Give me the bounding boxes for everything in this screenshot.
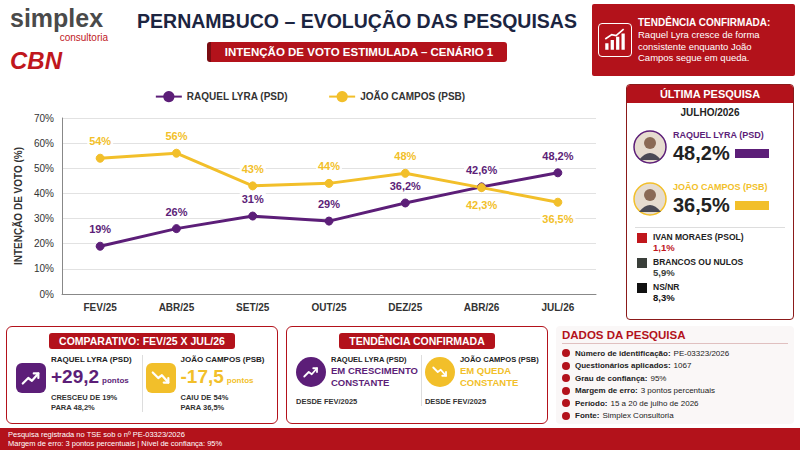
html-text:Margem de erro: 3 pontos perce: Margem de erro: 3 pontos percentuais: [575, 386, 715, 396]
html-text:INTENÇÃO DE VOTO ESTIMULADA –: INTENÇÃO DE VOTO ESTIMULADA – CENÁRIO 1: [224, 46, 494, 58]
svg-text:60%: 60%: [34, 138, 54, 149]
svg-text:FEV/25: FEV/25: [83, 302, 117, 313]
svg-text:50%: 50%: [34, 163, 54, 174]
html-text:DESDE FEV/2025: DESDE FEV/2025: [424, 397, 487, 406]
html-text:EM CRESCIMENTO: EM CRESCIMENTO: [331, 365, 418, 376]
html-text:JOÃO CAMPOS (PSB): JOÃO CAMPOS (PSB): [180, 355, 265, 364]
html-text:Margem de erro: 3 pontos perce: Margem de erro: 3 pontos percentuais | N…: [8, 439, 223, 448]
svg-text:42,3%: 42,3%: [466, 199, 497, 211]
svg-text:ABR/25: ABR/25: [159, 302, 195, 313]
html-text:TENDÊNCIA CONFIRMADA: TENDÊNCIA CONFIRMADA: [349, 335, 485, 347]
html-text:JULHO/2026: JULHO/2026: [680, 107, 740, 118]
html-text:CONSTANTE: CONSTANTE: [459, 377, 519, 388]
html-text:PERNAMBUCO – EVOLUÇÃO DAS PESQ: PERNAMBUCO – EVOLUÇÃO DAS PESQUISAS: [137, 10, 577, 32]
html-text:PARA 36,5%: PARA 36,5%: [180, 402, 225, 412]
html-text:1,1%: 1,1%: [653, 242, 675, 253]
html-text:Período: 15 a 20 de julho de 2: Período: 15 a 20 de julho de 2026: [575, 398, 699, 408]
svg-text:48%: 48%: [394, 150, 416, 162]
svg-text:JOÃO CAMPOS (PSB): JOÃO CAMPOS (PSB): [360, 90, 465, 102]
svg-text:40%: 40%: [34, 188, 54, 199]
html-text:Pesquisa registrada no TSE sob: Pesquisa registrada no TSE sob o nº PE-0…: [8, 430, 185, 439]
html-text:RAQUEL LYRA (PSD): RAQUEL LYRA (PSD): [331, 355, 407, 364]
html-text:CAIU DE 54%: CAIU DE 54%: [180, 393, 229, 402]
html-text:pontos: pontos: [226, 376, 254, 385]
html-text:PARA 48,2%: PARA 48,2%: [51, 402, 95, 412]
svg-text:ABR/26: ABR/26: [464, 302, 500, 313]
html-text:8,3%: 8,3%: [653, 292, 675, 303]
svg-text:OUT/25: OUT/25: [311, 302, 346, 313]
svg-text:DEZ/25: DEZ/25: [388, 302, 422, 313]
svg-text:36,5%: 36,5%: [542, 213, 573, 225]
html-text:+29,2: +29,2: [51, 366, 100, 387]
html-text:-17,5: -17,5: [180, 366, 224, 387]
svg-text:42,6%: 42,6%: [466, 164, 497, 176]
svg-text:30%: 30%: [34, 213, 54, 224]
html-text:Número de identificação: PE-03: Número de identificação: PE-03323/2026: [575, 348, 730, 358]
html-text:DADOS DA PESQUISA: DADOS DA PESQUISA: [562, 329, 686, 341]
html-text:36,5%: 36,5%: [673, 194, 730, 216]
svg-text:56%: 56%: [165, 130, 187, 142]
svg-text:10%: 10%: [34, 263, 54, 274]
html-text:48,2%: 48,2%: [673, 142, 730, 164]
svg-text:20%: 20%: [34, 238, 54, 249]
svg-text:26%: 26%: [165, 206, 187, 218]
html-text:Grau de confiança: 95%: Grau de confiança: 95%: [575, 373, 667, 383]
html-text:RAQUEL LYRA (PSD): RAQUEL LYRA (PSD): [673, 130, 764, 140]
html-text:BRANCOS OU NULOS: BRANCOS OU NULOS: [653, 257, 744, 267]
html-text:consultoria: consultoria: [59, 32, 108, 43]
html-text:JOÃO CAMPOS (PSB): JOÃO CAMPOS (PSB): [459, 355, 539, 364]
html-text:EM QUEDA: EM QUEDA: [459, 365, 512, 376]
html-text:RAQUEL LYRA (PSD): RAQUEL LYRA (PSD): [51, 355, 132, 364]
svg-text:19%: 19%: [89, 223, 111, 235]
svg-text:43%: 43%: [242, 163, 264, 175]
html-text:COMPARATIVO: FEV/25 X JUL/26: COMPARATIVO: FEV/25 X JUL/26: [59, 335, 225, 347]
html-text:CBN: CBN: [10, 47, 62, 74]
svg-text:29%: 29%: [318, 198, 340, 210]
svg-text:INTENÇÃO DE VOTO (%): INTENÇÃO DE VOTO (%): [12, 147, 24, 265]
html-text:CRESCEU DE 19%: CRESCEU DE 19%: [51, 393, 118, 402]
svg-text:31%: 31%: [242, 193, 264, 205]
html-text:JOÃO CAMPOS (PSB): JOÃO CAMPOS (PSB): [673, 182, 768, 192]
html-text:pontos: pontos: [102, 376, 129, 385]
html-text:Fonte: Simplex Consultoria: Fonte: Simplex Consultoria: [575, 411, 674, 421]
html-text:IVAN MORAES (PSOL): IVAN MORAES (PSOL): [653, 232, 744, 242]
html-text:ÚLTIMA PESQUISA: ÚLTIMA PESQUISA: [659, 88, 761, 100]
svg-text:0%: 0%: [40, 289, 55, 300]
svg-text:54%: 54%: [89, 135, 111, 147]
html-text:DESDE FEV/2025: DESDE FEV/2025: [296, 397, 358, 406]
html-text:TENDÊNCIA CONFIRMADA:: TENDÊNCIA CONFIRMADA:: [638, 17, 771, 29]
html-text:simplex: simplex: [10, 4, 104, 32]
html-text:Questionários aplicados: 1067: Questionários aplicados: 1067: [575, 361, 692, 371]
svg-text:48,2%: 48,2%: [542, 150, 573, 162]
html-text:CONSTANTE: CONSTANTE: [331, 377, 390, 388]
svg-text:36,2%: 36,2%: [390, 180, 421, 192]
svg-text:SET/25: SET/25: [236, 302, 270, 313]
svg-text:70%: 70%: [34, 113, 54, 124]
svg-text:RAQUEL LYRA (PSD): RAQUEL LYRA (PSD): [187, 91, 288, 102]
html-text:Raquel Lyra cresce de forma co: Raquel Lyra cresce de forma consistente …: [638, 29, 760, 64]
svg-text:JUL/26: JUL/26: [541, 302, 574, 313]
html-text:NS/NR: NS/NR: [653, 282, 680, 292]
svg-text:44%: 44%: [318, 160, 340, 172]
html-text:5,9%: 5,9%: [653, 267, 675, 278]
